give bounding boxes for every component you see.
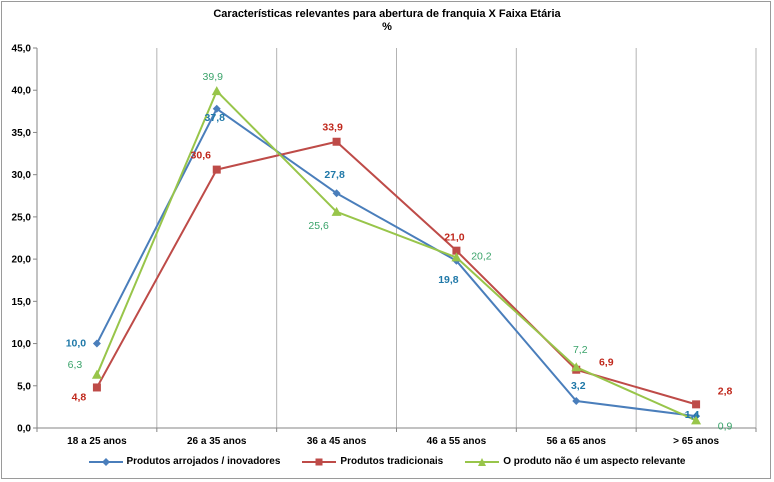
data-point-diamond — [572, 396, 581, 405]
data-label: 37,8 — [205, 112, 226, 124]
data-label: 21,0 — [444, 232, 465, 244]
y-tick-label: 0,0 — [17, 424, 31, 435]
legend: Produtos arrojados / inovadores Produtos… — [0, 456, 774, 467]
data-point-triangle — [211, 86, 222, 96]
legend-marker-diamond — [88, 457, 123, 466]
data-point-triangle — [331, 206, 342, 216]
legend-item-nao-relevante: O produto não é um aspecto relevante — [465, 456, 685, 467]
data-label: 25,6 — [308, 220, 329, 232]
y-tick-label: 35,0 — [12, 128, 32, 139]
data-label: 7,2 — [573, 344, 588, 356]
data-point-diamond — [332, 189, 341, 198]
y-tick-label: 5,0 — [17, 381, 31, 392]
data-label: 20,2 — [471, 250, 492, 262]
data-label: 4,8 — [72, 391, 87, 403]
data-point-square — [212, 165, 221, 174]
legend-marker-triangle — [465, 457, 500, 466]
x-tick-label: 18 a 25 anos — [67, 436, 127, 447]
data-label: 33,9 — [322, 122, 343, 134]
y-tick-label: 40,0 — [12, 86, 32, 97]
x-tick-label: 46 a 55 anos — [427, 436, 487, 447]
data-point-triangle — [91, 369, 102, 379]
x-tick-label: 36 a 45 anos — [307, 436, 367, 447]
y-tick-label: 10,0 — [12, 339, 32, 350]
chart-title: Características relevantes para abertura… — [213, 8, 561, 20]
y-tick-label: 30,0 — [12, 170, 32, 181]
y-tick-label: 25,0 — [12, 212, 32, 223]
chart-title-block: Características relevantes para abertura… — [0, 8, 774, 34]
legend-label-tradicionais: Produtos tradicionais — [340, 456, 444, 467]
legend-item-tradicionais: Produtos tradicionais — [302, 456, 443, 467]
data-point-square — [692, 400, 701, 409]
data-point-triangle — [691, 415, 702, 425]
y-tick-label: 15,0 — [12, 297, 32, 308]
data-label: 30,6 — [191, 150, 212, 162]
x-tick-label: > 65 anos — [673, 436, 719, 447]
data-label: 39,9 — [203, 71, 224, 83]
data-point-square — [332, 137, 341, 146]
data-point-triangle — [451, 252, 462, 262]
series-line-2 — [95, 90, 697, 422]
chart-subtitle: % — [382, 21, 392, 33]
legend-label-nao-relevante: O produto não é um aspecto relevante — [503, 456, 686, 467]
data-label: 6,3 — [68, 359, 83, 371]
data-point-diamond — [212, 104, 221, 113]
data-label: 27,8 — [324, 169, 345, 181]
legend-marker-square — [302, 458, 337, 465]
data-label: 6,9 — [599, 357, 614, 369]
data-label: 3,2 — [571, 380, 586, 392]
data-point-square — [92, 383, 101, 392]
data-label: 2,8 — [718, 385, 733, 397]
data-point-diamond — [92, 339, 101, 348]
y-tick-label: 45,0 — [12, 44, 32, 55]
x-tick-label: 56 a 65 anos — [547, 436, 607, 447]
legend-item-arrojados: Produtos arrojados / inovadores — [88, 456, 281, 467]
data-label: 1,4 — [685, 409, 700, 421]
data-point-triangle — [571, 362, 582, 372]
x-tick-label: 26 a 35 anos — [187, 436, 247, 447]
series-line-0 — [96, 107, 697, 418]
legend-label-arrojados: Produtos arrojados / inovadores — [126, 456, 281, 467]
data-label: 0,9 — [718, 420, 733, 432]
y-tick-label: 20,0 — [12, 255, 32, 266]
data-label: 10,0 — [66, 338, 87, 350]
data-point-square — [452, 246, 461, 255]
data-label: 19,8 — [438, 274, 459, 286]
